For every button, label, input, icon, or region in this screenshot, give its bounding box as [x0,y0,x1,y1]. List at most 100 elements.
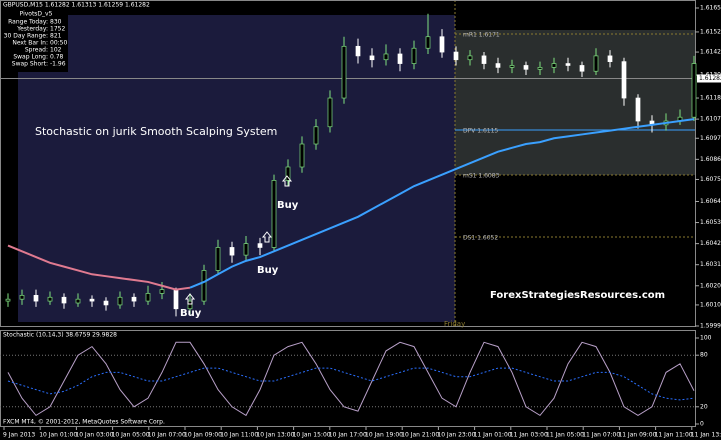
buy-arrow [261,231,273,243]
y-tick-label: 100 [700,335,712,342]
stochastic-line [7,341,695,417]
system-title: Stochastic on jurik Smooth Scalping Syst… [35,125,277,138]
copyright: FXCM MT4, © 2001-2012, MetaQuotes Softwa… [3,419,165,426]
x-tick-label: 10 Jan 13:00 [256,432,294,439]
candle-body [341,45,347,99]
x-tick-label: 11 Jan 13:00 [691,432,721,439]
candle-body [5,298,11,302]
candle-body [285,166,291,181]
y-tick-label: 1.60310 [700,261,721,268]
info-label: Spread: [25,47,48,54]
candle-body [467,55,473,61]
buy-arrow [281,175,293,187]
info-label: Yesterday: [16,26,48,33]
y-tick-label: 80 [700,352,708,359]
candle-body [229,247,235,256]
main-frame [0,0,696,327]
candle-body [327,97,333,128]
candle-body [187,300,193,310]
candle-body [495,63,501,68]
y-tick-label: 1.60420 [700,240,721,247]
buy-label: Buy [257,265,279,276]
x-tick-label: 11 Jan 01:00 [474,432,512,439]
candle-body [159,289,165,294]
info-label: Swap Long: [13,54,48,61]
candle-body [439,36,445,53]
candle-body [173,289,179,310]
candle-body [551,63,557,68]
info-label: Next Bar In: [12,40,48,47]
moving-average [7,244,191,291]
x-tick-label: 10 Jan 17:00 [329,432,367,439]
buy-label: Buy [277,200,299,211]
sub-frame [0,330,696,427]
info-label: Range Today: [8,19,48,26]
buy-arrow [184,293,196,305]
candle-body [131,296,137,302]
info-value: 102 [50,47,62,54]
candle-body [257,243,263,248]
candle-body [355,45,361,57]
info-title: PivotsD_v5 [20,11,53,18]
y-tick-label: 1.61650 [700,5,721,12]
candle-body [509,65,515,68]
candle-body [369,55,375,61]
x-tick-label: 10 Jan 05:00 [112,432,150,439]
x-tick-label: 10 Jan 15:00 [293,432,331,439]
candle-body [215,247,221,271]
candle-body [271,180,277,248]
candle-body [33,294,39,302]
x-tick-label: 11 Jan 09:00 [618,432,656,439]
pivot-label: mR1 1.6171 [463,32,500,39]
info-label: 30 Day Range: [4,33,48,40]
x-tick-label: 11 Jan 07:00 [582,432,620,439]
session-zone [18,15,455,322]
candle-body [691,63,697,118]
y-tick-label: 1.61070 [700,116,721,123]
candle-body [117,296,123,306]
candle-body [47,296,53,302]
stoch-title: Stochastic (10,14,3) 38.6759 29.9828 [3,332,117,339]
x-tick-label: 11 Jan 05:00 [546,432,584,439]
candle-body [383,53,389,61]
pivot-zone [455,30,695,175]
x-tick-label: 10 Jan 11:00 [220,432,258,439]
symbol-header: GBPUSD,M15 1.61282 1.61313 1.61259 1.612… [3,2,150,9]
y-tick-label: 1.59990 [700,323,721,330]
y-tick-label: 20 [700,403,708,410]
session-label: Friday [444,320,465,328]
y-tick-label: 1.60640 [700,198,721,205]
candle-body [103,300,109,306]
info-panel [2,10,68,72]
x-tick-label: 10 Jan 21:00 [401,432,439,439]
x-tick-label: 10 Jan 01:00 [39,432,77,439]
y-tick-label: 1.60200 [700,282,721,289]
x-tick-label: 10 Jan 23:00 [437,432,475,439]
candle-body [635,97,641,122]
x-tick-label: 11 Jan 11:00 [655,432,693,439]
candle-body [411,47,417,64]
info-value: 1752 [50,26,65,33]
candle-body [453,51,459,61]
buy-label: Buy [180,308,202,319]
y-tick-label: 1.61180 [700,95,721,102]
candle-body [243,243,249,256]
candle-body [397,53,403,64]
candle-body [19,294,25,300]
plot: 1.616501.615251.614201.613001.611801.610… [0,5,721,439]
info-value: 830 [50,19,62,26]
y-tick-label: 1.61525 [700,28,721,35]
pivot-label: DS1 1.6052 [463,235,498,242]
pivot-label: mS1 1.6083 [463,173,500,180]
candle-body [593,55,599,72]
y-tick-label: 1.60530 [700,219,721,226]
price-box [697,74,721,83]
candle-body [299,143,305,168]
candle-body [75,298,81,304]
y-tick-label: 1.61420 [700,49,721,56]
candle-body [621,61,627,99]
x-tick-label: 11 Jan 03:00 [510,432,548,439]
info-value: 0.78 [50,54,64,61]
